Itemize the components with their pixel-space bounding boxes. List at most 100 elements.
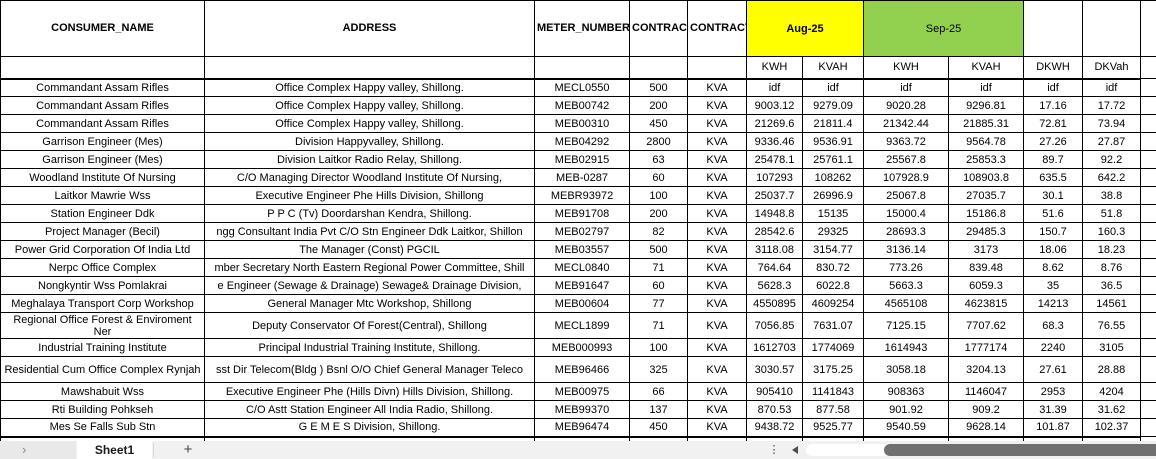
cell-dkvah[interactable]: 102.37 (1082, 418, 1142, 437)
cell-contract-load-unit[interactable]: KVA (687, 114, 747, 133)
cell-contract-load-unit[interactable]: KVA (687, 186, 747, 205)
cell-address[interactable]: Office Complex Happy valley, Shillong. (204, 77, 535, 97)
cell-contract-load-value[interactable]: 63 (629, 150, 688, 169)
cell-dkwh[interactable]: 68.3 (1023, 312, 1084, 339)
cell-meter-number[interactable]: MEB91708 (534, 204, 630, 223)
cell-sep-kwh[interactable]: 5663.3 (863, 276, 949, 295)
cell-aug-kwh[interactable]: 3118.08 (746, 240, 803, 259)
empty-gridline-cell[interactable] (1140, 56, 1156, 79)
empty-gridline-cell[interactable] (1140, 132, 1156, 151)
subheader-aug-kwh[interactable]: KWH (746, 56, 803, 79)
cell-consumer-name[interactable]: Meghalaya Transport Corp Workshop (0, 294, 205, 313)
cell-consumer-name[interactable]: Mawshabuit Wss (0, 382, 205, 401)
cell-sep-kwh[interactable]: 107928.9 (863, 168, 949, 187)
cell-address[interactable]: Executive Engineer Phe (Hills Divn) Hill… (204, 382, 535, 401)
cell-aug-kwh[interactable]: 3030.57 (746, 356, 803, 383)
cell-consumer-name[interactable]: Nongkyntir Wss Pomlakrai (0, 276, 205, 295)
cell-aug-kwh[interactable]: 1612703 (746, 338, 803, 357)
cell-dkvah[interactable]: 36.5 (1082, 276, 1142, 295)
cell-dkvah[interactable]: 160.3 (1082, 222, 1142, 241)
cell-dkwh[interactable]: 150.7 (1023, 222, 1084, 241)
cell-aug-kvah[interactable]: 1774069 (802, 338, 864, 357)
cell-contract-load-unit[interactable]: KVA (687, 240, 747, 259)
empty-gridline-cell[interactable] (1140, 222, 1156, 241)
cell-dkvah[interactable]: 8.76 (1082, 258, 1142, 277)
cell-dkwh[interactable]: 51.6 (1023, 204, 1084, 223)
cell-consumer-name[interactable]: Project Manager (Becil) (0, 222, 205, 241)
cell-dkvah[interactable]: idf (1082, 77, 1142, 97)
cell-sep-kwh[interactable]: 9020.28 (863, 96, 949, 115)
cell-dkwh[interactable]: 18.06 (1023, 240, 1084, 259)
cell-aug-kwh[interactable]: 764.64 (746, 258, 803, 277)
sheet-tab-sheet1[interactable]: Sheet1 (77, 441, 152, 459)
cell-sep-kvah[interactable]: 839.48 (947, 258, 1025, 277)
add-sheet-button[interactable]: + (183, 441, 193, 458)
cell-aug-kvah[interactable]: 7631.07 (802, 312, 864, 339)
cell-dkvah[interactable]: 76.55 (1082, 312, 1142, 339)
cell-meter-number[interactable]: MEB04292 (534, 132, 630, 151)
cell-sep-kwh[interactable]: 901.92 (863, 400, 949, 419)
cell-contract-load-unit[interactable]: KVA (687, 382, 747, 401)
empty-cell[interactable] (1023, 0, 1084, 57)
header-address[interactable]: ADDRESS (204, 0, 535, 57)
cell-aug-kvah[interactable]: 29325 (802, 222, 864, 241)
cell-consumer-name[interactable]: Garrison Engineer (Mes) (0, 150, 205, 169)
cell-sep-kwh[interactable]: 3136.14 (863, 240, 949, 259)
cell-contract-load-unit[interactable]: KVA (687, 400, 747, 419)
cell-contract-load-unit[interactable]: KVA (687, 276, 747, 295)
cell-contract-load-value[interactable]: 77 (629, 294, 688, 313)
cell-sep-kvah[interactable]: 9628.14 (947, 418, 1025, 437)
scroll-left-icon[interactable] (792, 446, 798, 454)
cell-contract-load-value[interactable]: 60 (629, 276, 688, 295)
cell-consumer-name[interactable]: Regional Office Forest & Enviroment Ner (0, 312, 205, 339)
cell-contract-load-value[interactable]: 71 (629, 258, 688, 277)
cell-aug-kwh[interactable]: 107293 (746, 168, 803, 187)
cell-aug-kwh[interactable]: 25478.1 (746, 150, 803, 169)
cell-consumer-name[interactable]: Laitkor Mawrie Wss (0, 186, 205, 205)
header-month-aug[interactable]: Aug-25 (746, 0, 864, 57)
cell-contract-load-value[interactable]: 200 (629, 204, 688, 223)
empty-cell[interactable] (534, 56, 630, 79)
cell-consumer-name[interactable]: Power Grid Corporation Of India Ltd (0, 240, 205, 259)
cell-meter-number[interactable]: MEB00310 (534, 114, 630, 133)
cell-sep-kwh[interactable]: 15000.4 (863, 204, 949, 223)
cell-aug-kvah[interactable]: 108262 (802, 168, 864, 187)
cell-sep-kvah[interactable]: 3204.13 (947, 356, 1025, 383)
cell-sep-kvah[interactable]: 15186.8 (947, 204, 1025, 223)
header-contract-load-unit[interactable]: CONTRACT_LOAD_UNIT_NAME (687, 0, 747, 57)
cell-contract-load-value[interactable]: 450 (629, 418, 688, 437)
cell-address[interactable]: sst Dir Telecom(Bldg ) Bsnl O/O Chief Ge… (204, 356, 535, 383)
cell-address[interactable]: Deputy Conservator Of Forest(Central), S… (204, 312, 535, 339)
cell-dkvah[interactable]: 4204 (1082, 382, 1142, 401)
subheader-sep-kvah[interactable]: KVAH (947, 56, 1025, 79)
cell-contract-load-unit[interactable]: KVA (687, 294, 747, 313)
cell-address[interactable]: C/O Managing Director Woodland Institute… (204, 168, 535, 187)
subheader-aug-kvah[interactable]: KVAH (802, 56, 864, 79)
cell-meter-number[interactable]: MEB000993 (534, 338, 630, 357)
cell-aug-kwh[interactable]: 9336.46 (746, 132, 803, 151)
cell-dkwh[interactable]: 17.16 (1023, 96, 1084, 115)
cell-aug-kvah[interactable]: 15135 (802, 204, 864, 223)
cell-aug-kvah[interactable]: 1141843 (802, 382, 864, 401)
empty-gridline-cell[interactable] (1140, 186, 1156, 205)
cell-address[interactable]: Principal Industrial Training Institute,… (204, 338, 535, 357)
cell-aug-kvah[interactable]: 4609254 (802, 294, 864, 313)
cell-dkwh[interactable]: 27.26 (1023, 132, 1084, 151)
cell-sep-kwh[interactable]: 9363.72 (863, 132, 949, 151)
empty-gridline-cell[interactable] (1140, 240, 1156, 259)
empty-gridline-cell[interactable] (1140, 258, 1156, 277)
cell-contract-load-unit[interactable]: KVA (687, 77, 747, 97)
cell-contract-load-value[interactable]: 100 (629, 338, 688, 357)
cell-aug-kwh[interactable]: 9003.12 (746, 96, 803, 115)
cell-dkvah[interactable]: 92.2 (1082, 150, 1142, 169)
sheet-nav-button[interactable]: › (0, 441, 76, 459)
empty-gridline-cell[interactable] (1140, 168, 1156, 187)
empty-cell[interactable] (947, 435, 1025, 442)
cell-meter-number[interactable]: MEB91647 (534, 276, 630, 295)
vertical-dots-icon[interactable]: ⋮ (768, 444, 780, 456)
cell-sep-kvah[interactable]: 25853.3 (947, 150, 1025, 169)
empty-gridline-cell[interactable] (1140, 276, 1156, 295)
cell-sep-kvah[interactable]: 9296.81 (947, 96, 1025, 115)
cell-contract-load-value[interactable]: 200 (629, 96, 688, 115)
cell-aug-kwh[interactable]: idf (746, 77, 803, 97)
